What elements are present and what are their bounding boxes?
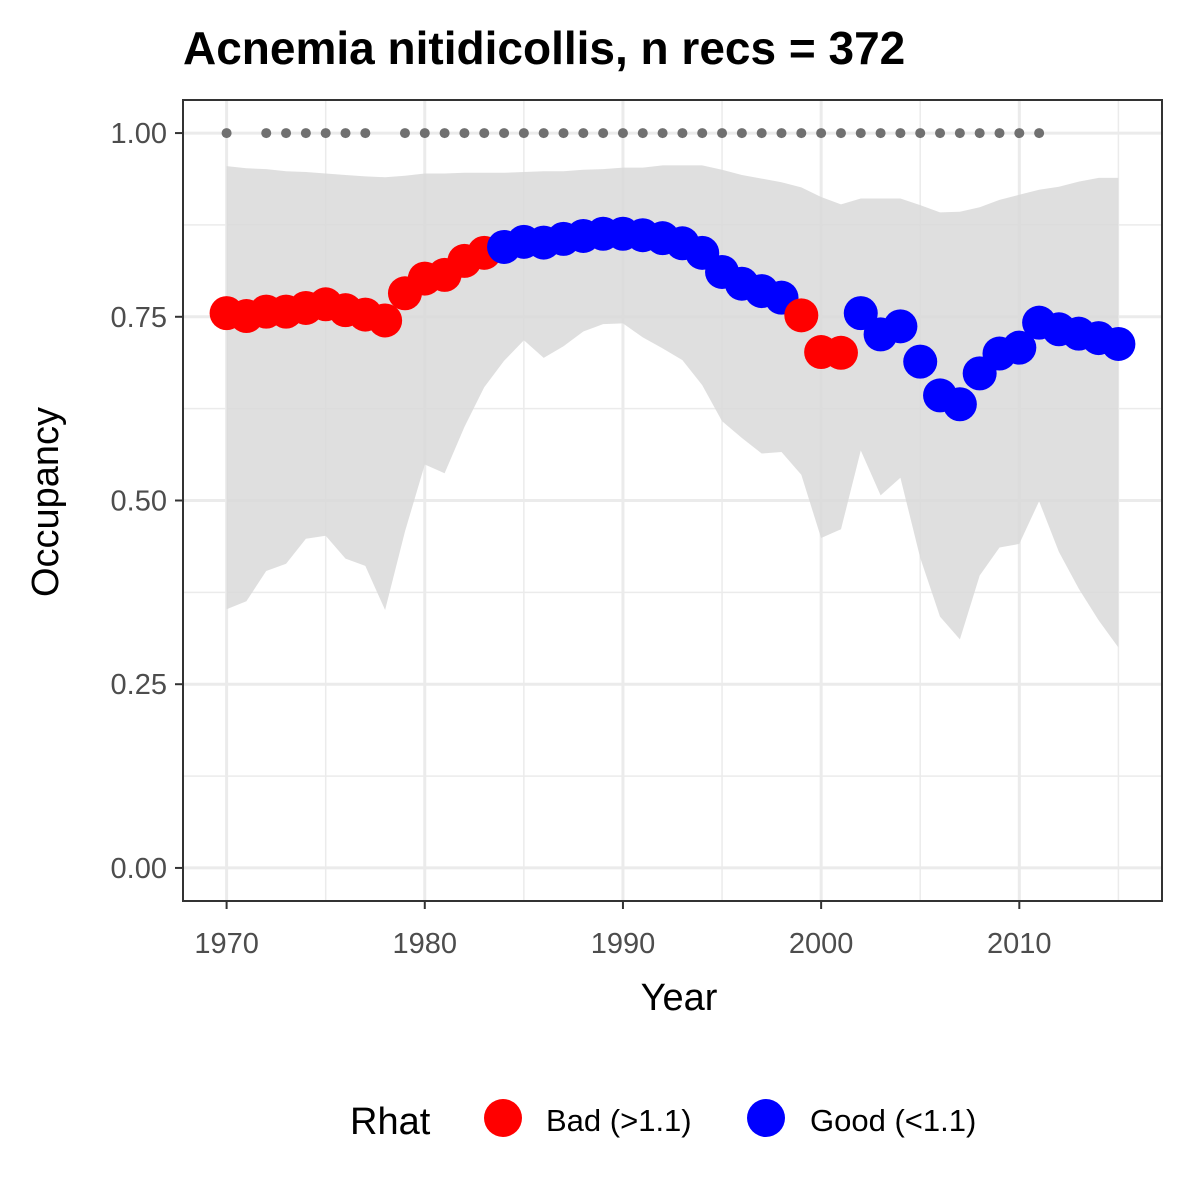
- record-marker: [717, 128, 728, 139]
- y-tick-label: 0.50: [111, 486, 167, 518]
- record-marker: [538, 128, 549, 139]
- record-marker: [954, 128, 965, 139]
- y-axis-title: Occupancy: [25, 407, 67, 597]
- record-marker: [736, 128, 747, 139]
- occupancy-point: [368, 303, 403, 338]
- occupancy-point: [1101, 326, 1136, 361]
- record-marker: [399, 128, 410, 139]
- occupancy-points: [209, 216, 1136, 422]
- record-marker: [677, 128, 688, 139]
- x-axis-title: Year: [641, 977, 718, 1019]
- record-marker: [895, 128, 906, 139]
- record-marker: [637, 128, 648, 139]
- record-marker: [835, 128, 846, 139]
- record-marker: [994, 128, 1005, 139]
- record-year-markers: [221, 128, 1045, 139]
- legend-good-marker: [747, 1099, 785, 1137]
- record-marker: [281, 128, 292, 139]
- record-marker: [756, 128, 767, 139]
- legend: Rhat Bad (>1.1) Good (<1.1): [350, 1099, 976, 1143]
- record-marker: [360, 128, 371, 139]
- record-marker: [419, 128, 430, 139]
- y-tick-label: 0.25: [111, 669, 167, 701]
- legend-good-label: Good (<1.1): [810, 1103, 976, 1138]
- record-marker: [598, 128, 609, 139]
- record-marker: [439, 128, 450, 139]
- record-marker: [1014, 128, 1025, 139]
- record-marker: [657, 128, 668, 139]
- record-marker: [974, 128, 985, 139]
- legend-bad-marker: [484, 1099, 522, 1137]
- x-tick-label: 1970: [194, 928, 259, 960]
- y-tick-label: 0.75: [111, 302, 167, 334]
- y-axis-ticks: 0.00 0.25 0.50 0.75 1.00: [111, 118, 183, 885]
- record-marker: [340, 128, 351, 139]
- record-marker: [578, 128, 589, 139]
- record-marker: [776, 128, 787, 139]
- chart-title: Acnemia nitidicollis, n recs = 372: [183, 22, 905, 74]
- occupancy-point: [903, 344, 938, 379]
- x-tick-label: 2010: [987, 928, 1052, 960]
- record-marker: [697, 128, 708, 139]
- occupancy-point: [883, 309, 918, 344]
- x-tick-label: 2000: [789, 928, 854, 960]
- record-marker: [499, 128, 510, 139]
- record-marker: [518, 128, 529, 139]
- x-axis-ticks: 1970 1980 1990 2000 2010: [194, 901, 1052, 960]
- record-marker: [796, 128, 807, 139]
- record-marker: [816, 128, 827, 139]
- record-marker: [558, 128, 569, 139]
- x-tick-label: 1990: [591, 928, 656, 960]
- record-marker: [479, 128, 490, 139]
- legend-bad-label: Bad (>1.1): [546, 1103, 692, 1138]
- occupancy-point: [784, 298, 819, 333]
- x-tick-label: 1980: [393, 928, 458, 960]
- occupancy-point: [843, 296, 878, 331]
- record-marker: [875, 128, 886, 139]
- record-marker: [221, 128, 232, 139]
- occupancy-point: [1002, 330, 1037, 365]
- record-marker: [300, 128, 311, 139]
- record-marker: [617, 128, 628, 139]
- y-tick-label: 0.00: [111, 853, 167, 885]
- record-marker: [935, 128, 946, 139]
- record-marker: [915, 128, 926, 139]
- record-marker: [261, 128, 272, 139]
- y-tick-label: 1.00: [111, 118, 167, 150]
- legend-title: Rhat: [350, 1101, 431, 1143]
- record-marker: [320, 128, 331, 139]
- occupancy-point: [942, 387, 977, 422]
- record-marker: [855, 128, 866, 139]
- record-marker: [459, 128, 470, 139]
- occupancy-point: [823, 335, 858, 370]
- record-marker: [1034, 128, 1045, 139]
